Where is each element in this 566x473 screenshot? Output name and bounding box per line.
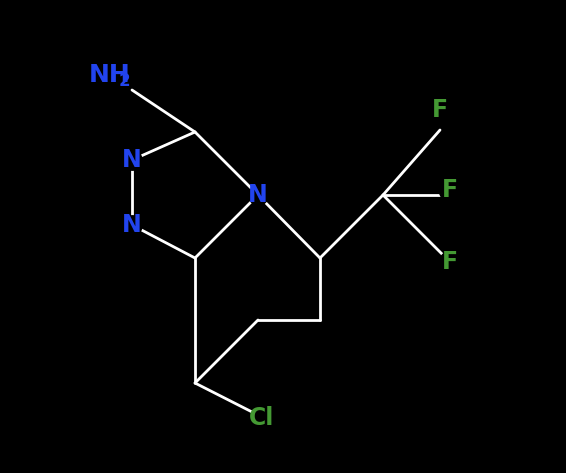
Text: N: N (122, 213, 142, 237)
Text: N: N (122, 148, 142, 172)
Text: 2: 2 (118, 72, 130, 90)
Text: F: F (442, 250, 458, 274)
Text: F: F (442, 178, 458, 202)
Text: NH: NH (89, 63, 131, 87)
Text: N: N (248, 183, 268, 207)
Text: Cl: Cl (249, 406, 275, 430)
Text: F: F (432, 98, 448, 122)
